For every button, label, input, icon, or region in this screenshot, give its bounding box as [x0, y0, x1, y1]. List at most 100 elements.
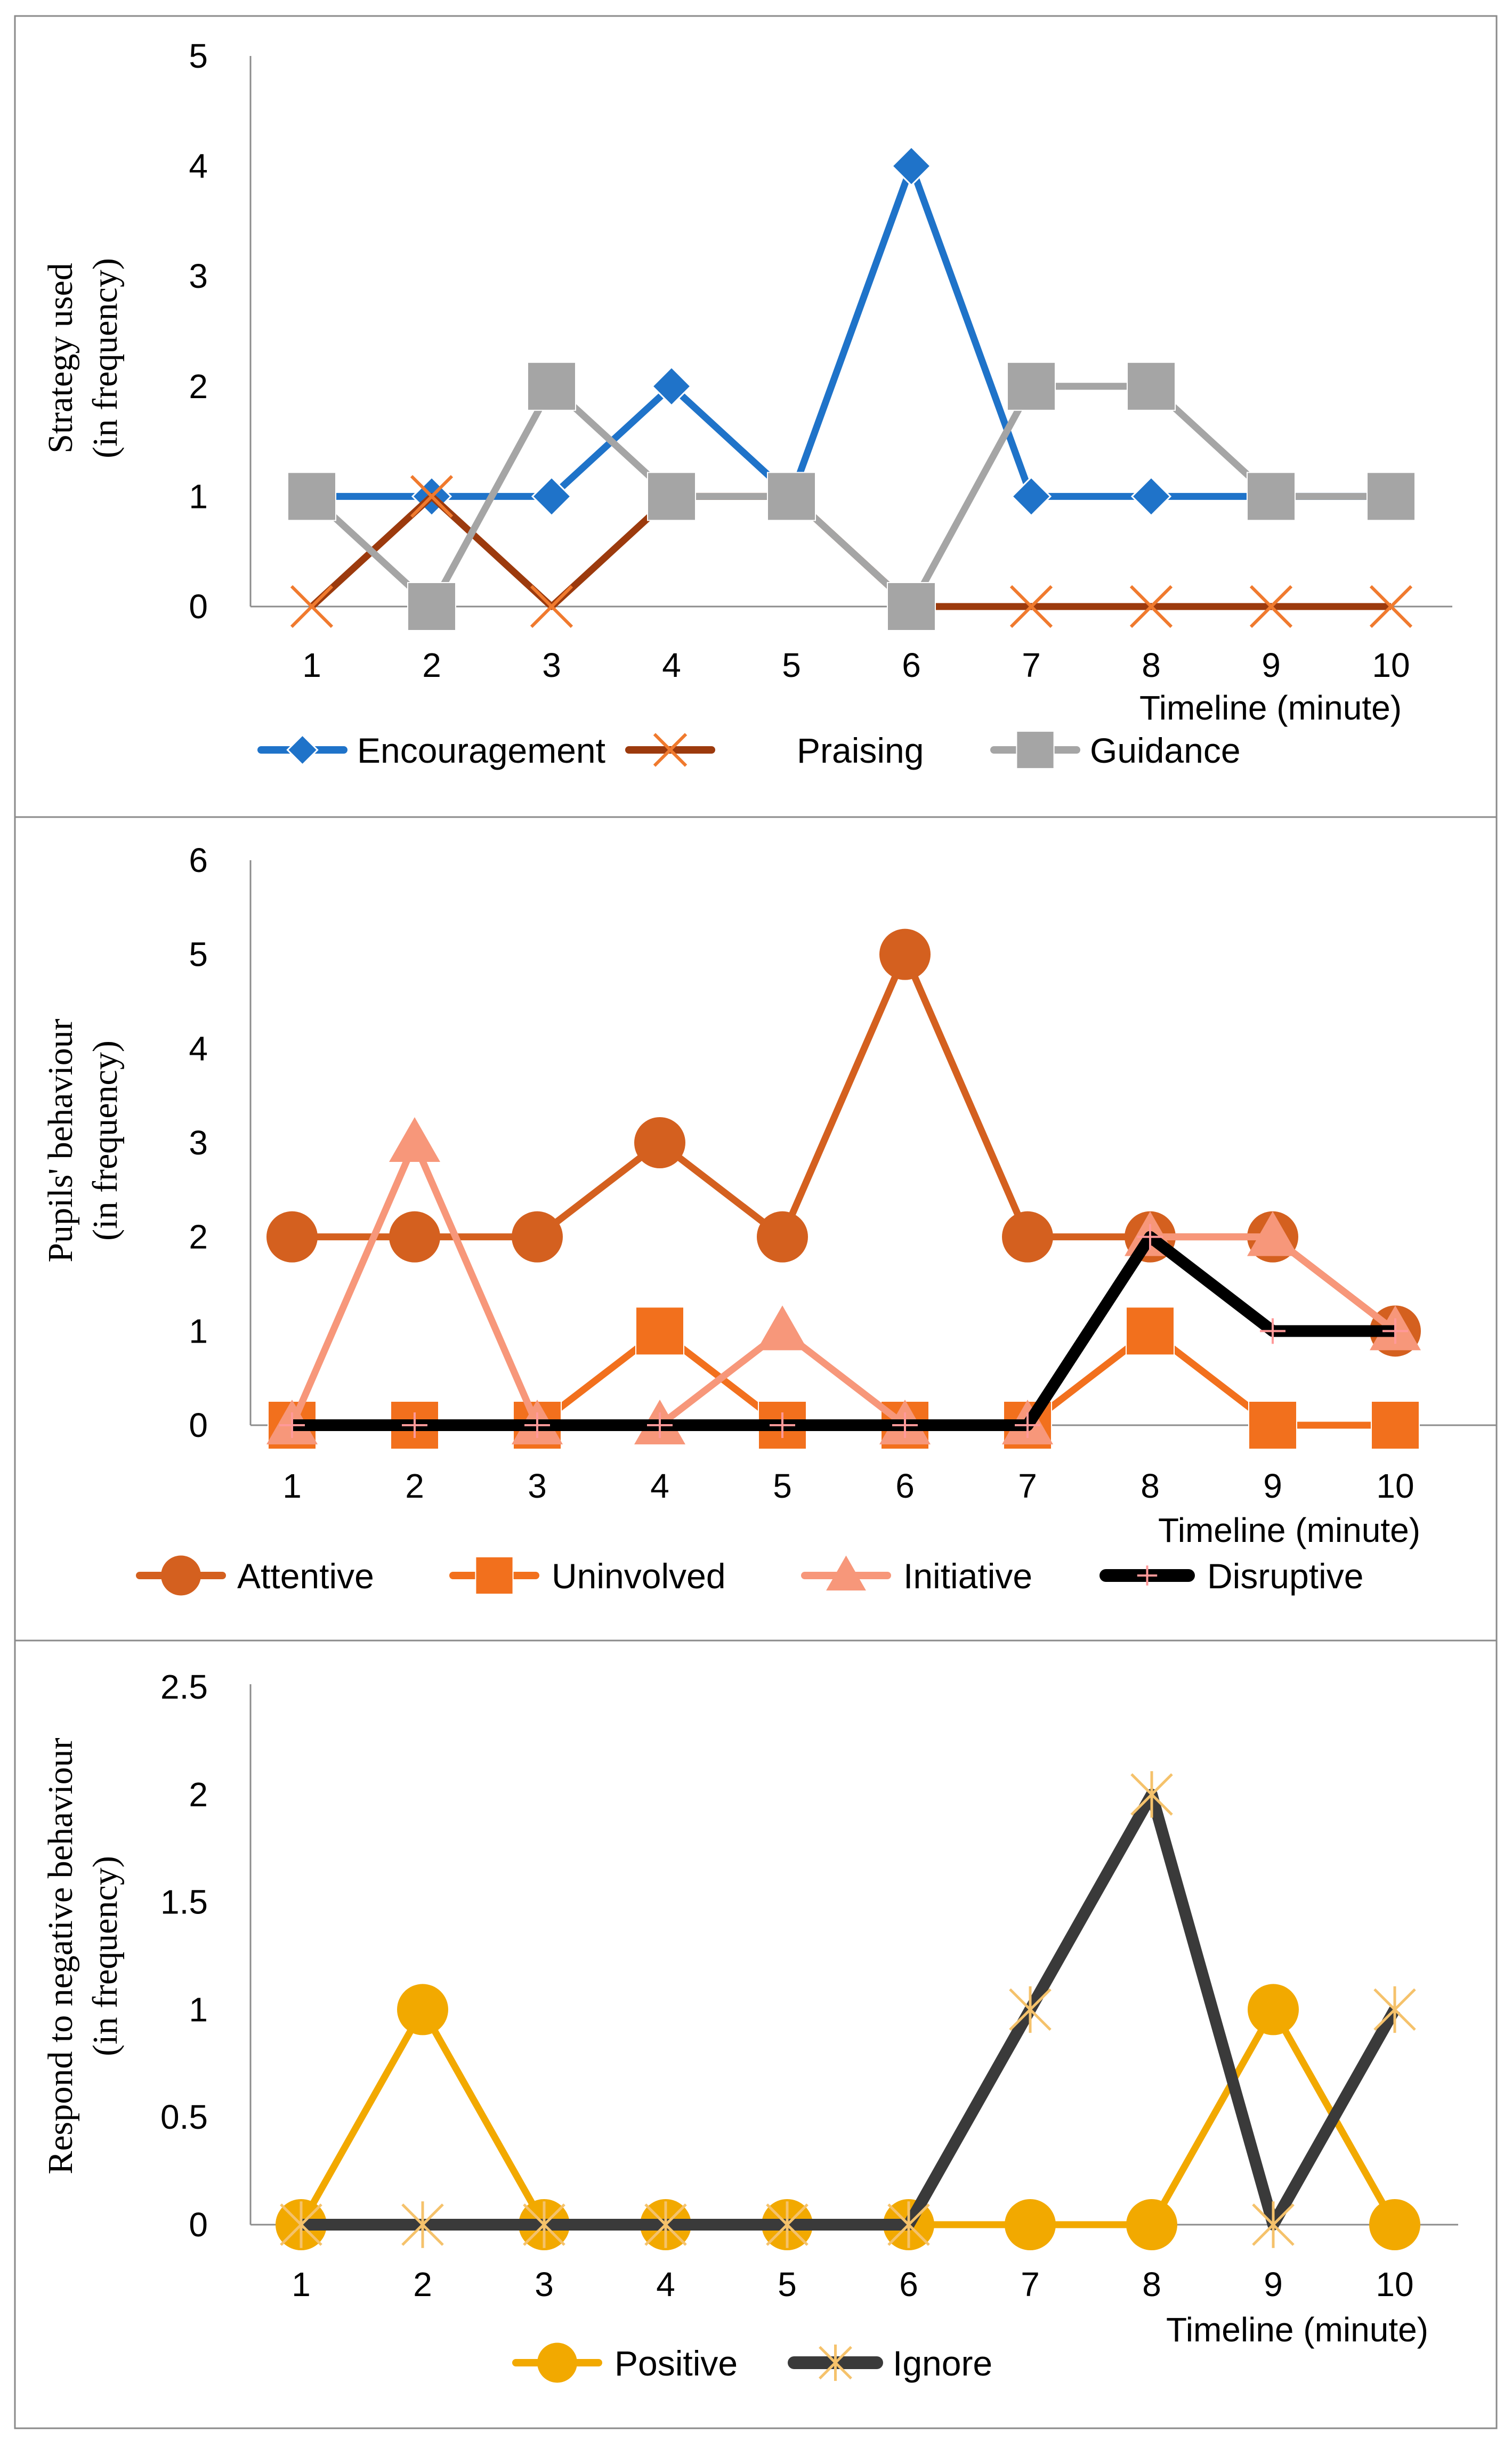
strategy-y-axis-title-line: Strategy used [41, 263, 80, 453]
response-x-tick-label: 10 [1376, 2265, 1413, 2304]
response-series-ignore-point [1252, 2201, 1295, 2248]
strategy-x-tick-label: 3 [542, 646, 561, 684]
behaviour-series-attentive-point [512, 1211, 563, 1263]
behaviour-y-tick-label: 0 [189, 1406, 208, 1444]
strategy-series-praising-point [1009, 585, 1053, 628]
behaviour-series-attentive-point [879, 928, 931, 980]
behaviour-x-tick-label: 4 [650, 1467, 669, 1505]
behaviour-series-disruptive-point [402, 1412, 427, 1438]
behaviour-x-tick-label: 8 [1141, 1467, 1160, 1505]
strategy-x-axis-title: Timeline (minute) [1139, 689, 1402, 727]
strategy-y-tick-label: 3 [189, 257, 208, 295]
behaviour-legend-attentive-marker [161, 1555, 201, 1596]
strategy-x-tick-label: 8 [1142, 646, 1161, 684]
behaviour-series-disruptive-point [1382, 1318, 1408, 1344]
behaviour-legend-initiative-label: Initiative [903, 1556, 1032, 1596]
panel-frame-response [14, 1639, 1498, 2429]
strategy-series-praising-point [1249, 585, 1293, 628]
behaviour-series-initiative-point [389, 1117, 440, 1162]
response-y-axis-title-line: Respond to negative behaviour [41, 1738, 80, 2174]
behaviour-series-initiative-point [757, 1305, 808, 1351]
behaviour-series-disruptive-point [647, 1412, 673, 1438]
strategy-y-tick-label: 5 [189, 37, 208, 75]
response-y-tick-label: 2 [189, 1775, 208, 1814]
strategy-x-tick-label: 9 [1262, 646, 1281, 684]
behaviour-series-attentive-point [634, 1117, 685, 1168]
behaviour-series-uninvolved-point [1371, 1401, 1420, 1450]
behaviour-x-tick-label: 2 [405, 1467, 424, 1505]
response-series-ignore-point [1009, 1986, 1052, 2033]
behaviour-y-tick-label: 2 [189, 1218, 208, 1256]
strategy-series-praising-point [1129, 585, 1173, 628]
strategy-x-tick-label: 1 [302, 646, 321, 684]
strategy-series-encouragement-point [651, 366, 692, 407]
strategy-series-guidance-point [767, 472, 816, 521]
response-series-positive-point [397, 1984, 448, 2035]
behaviour-legend-attentive-label: Attentive [237, 1556, 374, 1596]
response-y-tick-label: 2.5 [160, 1668, 208, 1706]
strategy-series-guidance-point [527, 361, 576, 411]
response-x-axis-title: Timeline (minute) [1166, 2310, 1428, 2349]
response-x-tick-label: 1 [292, 2265, 311, 2304]
response-series-ignore-point [280, 2201, 322, 2248]
strategy-y-tick-label: 1 [189, 477, 208, 515]
behaviour-x-tick-label: 7 [1018, 1467, 1037, 1505]
response-series-positive-point [1126, 2199, 1177, 2250]
behaviour-y-axis-title: Pupils' behaviour (in frequency) [41, 1019, 125, 1262]
behaviour-y-tick-label: 5 [189, 935, 208, 974]
strategy-y-tick-label: 2 [189, 367, 208, 406]
strategy-series-praising-point [290, 585, 334, 628]
behaviour-series-attentive-point [757, 1211, 808, 1263]
response-legend-positive-label: Positive [614, 2344, 738, 2383]
response-series-ignore-point [1373, 1986, 1416, 2033]
behaviour-x-tick-label: 9 [1263, 1467, 1282, 1505]
behaviour-legend-uninvolved-marker [475, 1556, 514, 1595]
strategy-series-praising-point [530, 585, 573, 628]
behaviour-legend-uninvolved-label: Uninvolved [552, 1556, 726, 1596]
strategy-y-axis-title-line: (in frequency) [86, 258, 125, 458]
response-legend-positive-marker [537, 2342, 577, 2383]
response-series-positive-point [1369, 2199, 1420, 2250]
response-series-ignore-point [1130, 1771, 1173, 1818]
behaviour-series-attentive-point [389, 1211, 440, 1263]
strategy-x-tick-label: 10 [1372, 646, 1410, 684]
response-legend-ignore-marker [819, 2344, 852, 2381]
strategy-x-tick-label: 4 [662, 646, 681, 684]
response-x-tick-label: 2 [413, 2265, 432, 2304]
strategy-series-guidance-point [1127, 361, 1176, 411]
behaviour-series-disruptive-line [292, 1231, 1395, 1431]
response-legend-ignore-label: Ignore [893, 2344, 992, 2383]
strategy-legend-guidance-marker [1016, 730, 1055, 770]
response-y-axis-title: Respond to negative behaviour (in frequen… [41, 1738, 125, 2174]
response-y-tick-label: 0 [189, 2205, 208, 2244]
strategy-series-guidance-point [1367, 472, 1416, 521]
behaviour-y-tick-label: 1 [189, 1312, 208, 1350]
response-series-positive-point [1248, 1984, 1299, 2035]
behaviour-legend-disruptive-label: Disruptive [1207, 1556, 1363, 1596]
response-y-tick-label: 1 [189, 1990, 208, 2029]
behaviour-y-axis-title-line: Pupils' behaviour [41, 1019, 80, 1262]
strategy-y-tick-label: 0 [189, 587, 208, 626]
strategy-legend-guidance-label: Guidance [1090, 731, 1241, 770]
behaviour-series-disruptive-point [892, 1412, 918, 1438]
response-x-tick-label: 5 [778, 2265, 797, 2304]
response-y-tick-label: 0.5 [160, 2098, 208, 2136]
response-series-ignore-point [766, 2201, 808, 2248]
behaviour-y-tick-label: 6 [189, 841, 208, 879]
strategy-series-encouragement-point [1010, 476, 1052, 517]
behaviour-legend-initiative-marker [826, 1555, 866, 1591]
behaviour-series-uninvolved-point [1126, 1306, 1175, 1356]
strategy-x-tick-label: 2 [422, 646, 441, 684]
behaviour-series-disruptive-point [1260, 1318, 1285, 1344]
behaviour-y-tick-label: 3 [189, 1124, 208, 1162]
behaviour-series-initiative-point [1247, 1211, 1298, 1256]
behaviour-series-uninvolved-point [635, 1306, 684, 1356]
behaviour-x-tick-label: 6 [895, 1467, 915, 1505]
response-x-tick-label: 3 [535, 2265, 554, 2304]
strategy-series-guidance-point [287, 472, 336, 521]
behaviour-series-attentive-point [266, 1211, 318, 1263]
response-y-axis-title-line: (in frequency) [86, 1856, 125, 2056]
behaviour-series-disruptive-point [770, 1412, 795, 1438]
strategy-legend-encouragement-label: Encouragement [357, 731, 605, 770]
strategy-series-guidance-point [407, 582, 456, 631]
